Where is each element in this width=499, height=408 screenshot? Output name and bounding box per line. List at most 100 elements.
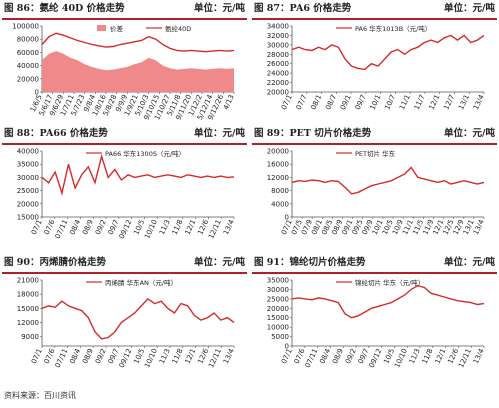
- chart-svg: 15000200002500030000350004000007/107/607…: [17, 148, 236, 241]
- chart-unit: 单位：元/吨: [194, 3, 245, 14]
- x-tick-label: 10/1: [369, 93, 383, 111]
- x-tick-label: 08/9: [331, 347, 345, 365]
- x-tick-label: 09/2: [94, 347, 108, 365]
- x-tick-label: 11/8: [421, 347, 435, 365]
- legend-label: 氨纶40D: [165, 24, 191, 33]
- y-tick-label: 0: [35, 89, 39, 97]
- legend-label: 丙烯腈 华东AN（元/吨）: [105, 278, 177, 287]
- y-tick-label: 15000: [267, 314, 289, 322]
- y-tick-label: 16000: [267, 161, 289, 169]
- chart-panel-86: 图 86：氨纶 40D 价格走势 单位：元/吨 0 20000 40000 60000…: [2, 2, 247, 135]
- legend-label: 锦纶切片 华东（元/吨）: [355, 278, 424, 287]
- y-tick-label: 20000: [267, 148, 289, 156]
- y-tick-label: 80000: [17, 36, 39, 44]
- chart-title: 图 91：锦纶切片价格走势: [254, 257, 366, 268]
- chart-unit: 单位：元/吨: [194, 128, 245, 139]
- y-tick-label: 8000: [271, 187, 289, 195]
- x-tick-label: 08/7: [324, 93, 338, 111]
- x-tick-label: 11/7: [413, 93, 427, 111]
- chart-svg: 0200004000060000800001000001/6/55/6/179/…: [12, 23, 236, 122]
- chart-header: 图 91：锦纶切片价格走势 单位：元/吨: [252, 256, 497, 274]
- chart-panel-88: 图 88：PA66 价格走势 单位：元/吨 15000 20000 25000 300…: [2, 127, 247, 260]
- x-tick-label: 12/1: [434, 347, 448, 365]
- chart-title: 图 86：氨纶 40D 价格走势: [4, 3, 125, 14]
- y-tick-label: 34000: [267, 23, 289, 31]
- y-tick-label: 9000: [21, 333, 39, 341]
- y-tick-label: 18000: [17, 291, 39, 299]
- x-tick-label: 08/1: [309, 93, 323, 111]
- y-tick-label: 100000: [12, 23, 39, 31]
- chart-header: 图 86：氨纶 40D 价格走势 单位：元/吨: [2, 2, 247, 20]
- y-tick-label: 15000: [17, 305, 39, 313]
- y-tick-label: 26000: [267, 60, 289, 68]
- chart-header: 图 90：丙烯腈价格走势 单位：元/吨: [2, 256, 247, 274]
- chart-title: 图 87：PA6 价格走势: [254, 3, 352, 14]
- x-tick-label: 09/1: [339, 93, 353, 111]
- y-tick-label: 25000: [267, 295, 289, 303]
- y-tick-label: 30000: [267, 41, 289, 49]
- series-area: [42, 51, 234, 92]
- series-line: [291, 166, 485, 195]
- y-tick-label: 40000: [17, 148, 39, 156]
- chart-unit: 单位：元/吨: [444, 3, 495, 14]
- series-line: [291, 284, 485, 319]
- x-tick-label: 07/1: [280, 347, 294, 365]
- chart-panel-91: 图 91：锦纶切片价格走势 单位：元/吨 0 5000 10000 15000 2000…: [252, 256, 497, 389]
- y-tick-label: 24000: [267, 70, 289, 78]
- x-tick-label: 11/3: [408, 347, 422, 365]
- y-tick-label: 0: [285, 343, 289, 351]
- legend-label: PA6 华东1013B（元/吨）: [355, 24, 431, 33]
- x-tick-label: 10/7: [383, 93, 397, 111]
- x-tick-label: 11/8: [171, 218, 185, 236]
- x-tick-label: 07/7: [295, 93, 309, 111]
- x-tick-label: 08/9: [81, 347, 95, 365]
- legend-label: PET切片 华东: [355, 149, 396, 158]
- x-tick-label: 11/8: [171, 347, 185, 365]
- y-tick-label: 4000: [271, 200, 289, 208]
- x-tick-label: 13/4: [472, 218, 486, 236]
- chart-title: 图 90：丙烯腈价格走势: [4, 257, 107, 268]
- x-tick-label: 13/4: [222, 218, 236, 236]
- chart-header: 图 89：PET 切片价格走势 单位：元/吨: [252, 127, 497, 145]
- y-tick-label: 10000: [267, 324, 289, 332]
- series-line: [41, 153, 235, 196]
- chart-title: 图 89：PET 切片价格走势: [254, 128, 372, 139]
- x-tick-label: 13/4: [222, 347, 236, 365]
- chart-unit: 单位：元/吨: [194, 257, 245, 268]
- x-tick-label: 13/4: [472, 93, 486, 111]
- y-tick-label: 35000: [17, 161, 39, 169]
- chart-header: 图 87：PA6 价格走势 单位：元/吨: [252, 2, 497, 20]
- y-tick-label: 20000: [17, 75, 39, 83]
- x-tick-label: 12/1: [428, 93, 442, 111]
- chart-svg: 04000800012000160002000007/107/507/908/1…: [267, 148, 486, 237]
- y-tick-label: 40000: [17, 62, 39, 70]
- y-tick-label: 20000: [267, 305, 289, 313]
- chart-panel-89: 图 89：PET 切片价格走势 单位：元/吨 0 4000 8000 12000 160…: [252, 127, 497, 260]
- x-tick-label: 09/2: [344, 347, 358, 365]
- series-line: [291, 34, 485, 71]
- y-tick-label: 20000: [17, 200, 39, 208]
- y-tick-label: 20000: [267, 89, 289, 97]
- x-tick-label: 11/1: [398, 93, 412, 111]
- chart-unit: 单位：元/吨: [444, 257, 495, 268]
- chart-panel-90: 图 90：丙烯腈价格走势 单位：元/吨 9000 12000 15000 18000 2…: [2, 256, 247, 389]
- legend-label: PA66 华东1300S（元/吨）: [105, 149, 185, 158]
- y-tick-label: 22000: [267, 79, 289, 87]
- chart-title: 图 88：PA66 价格走势: [4, 128, 108, 139]
- x-tick-label: 12/1: [184, 347, 198, 365]
- y-tick-label: 28000: [267, 51, 289, 59]
- x-tick-label: 13/1: [457, 93, 471, 111]
- chart-unit: 单位：元/吨: [444, 128, 495, 139]
- legend-label: 价差: [110, 24, 124, 33]
- y-tick-label: 0: [285, 214, 289, 222]
- x-tick-label: 12/7: [442, 93, 456, 111]
- x-tick-label: 11/3: [158, 218, 172, 236]
- x-tick-label: 13/4: [472, 347, 486, 365]
- legend-swatch: [97, 25, 106, 31]
- x-tick-label: 07/1: [30, 347, 44, 365]
- y-tick-label: 35000: [267, 277, 289, 285]
- y-tick-label: 30000: [267, 286, 289, 294]
- chart-panel-87: 图 87：PA6 价格走势 单位：元/吨 20000 22000 24000 2600…: [252, 2, 497, 135]
